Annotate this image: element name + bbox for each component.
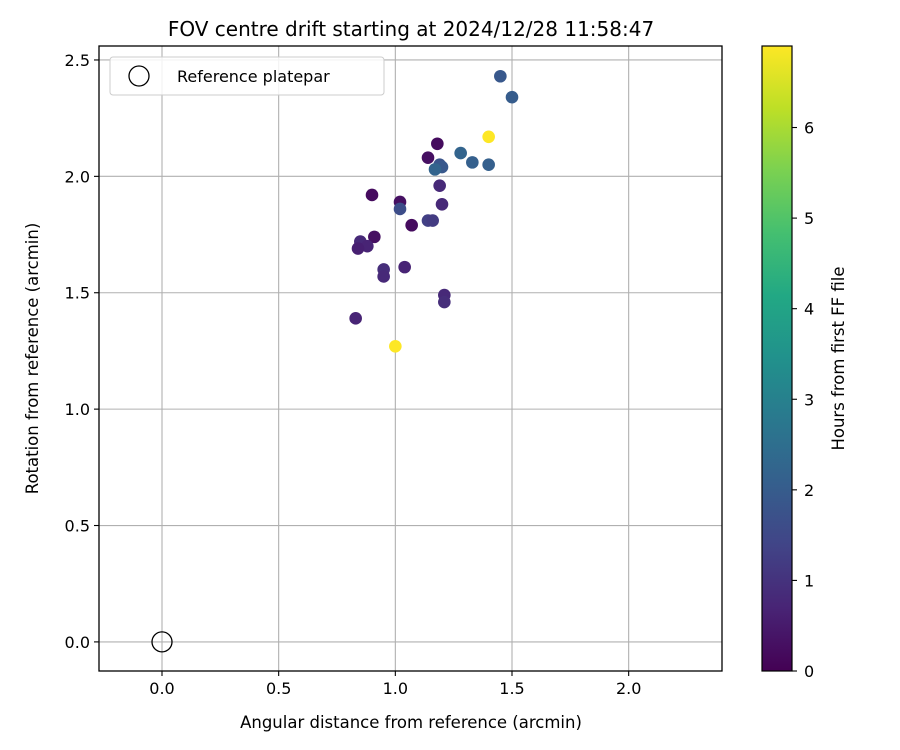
y-axis-ticks: 0.0 0.5 1.0 1.5 2.0 2.5 [65,51,99,652]
colorbar-tick-label: 5 [804,209,814,228]
scatter-point [438,295,451,309]
scatter-point [466,156,479,169]
legend-box [109,56,385,96]
scatter-point [433,179,446,192]
x-tick-label: 2.0 [616,679,641,698]
scatter-point [505,90,519,104]
scatter-point [482,158,495,172]
scatter-point [389,339,402,353]
y-tick-label: 0.5 [65,517,90,536]
scatter-point [393,202,407,216]
scatter-point [365,188,379,202]
scatter-point [377,270,390,283]
chart-title: FOV centre drift starting at 2024/12/28 … [168,17,654,41]
scatter-point [368,230,381,244]
x-axis-ticks: 0.0 0.5 1.0 1.5 2.0 [149,671,641,698]
plot-frame [98,45,723,672]
colorbar-tick-label: 0 [804,662,814,681]
y-tick-label: 1.0 [65,400,90,419]
x-axis-label: Angular distance from reference (arcmin) [240,713,582,732]
reference-marker [151,631,173,653]
scatter-point [435,197,449,211]
y-tick-label: 2.0 [65,167,90,186]
y-tick-label: 1.5 [65,284,90,303]
legend-marker [128,65,150,87]
data-points [349,69,519,353]
y-axis-label: Rotation from reference (arcmin) [23,223,42,495]
x-tick-label: 0.0 [149,679,174,698]
scatter-point [426,214,439,227]
colorbar-tick-label: 3 [804,390,814,409]
x-tick-label: 1.0 [383,679,408,698]
scatter-point [454,146,467,160]
colorbar-label: Hours from first FF file [829,266,848,450]
scatter-point [428,163,442,176]
legend: Reference platepar [109,56,385,96]
scatter-point [431,137,444,151]
colorbar-tick-label: 4 [804,300,814,319]
colorbar-gradient [761,45,793,672]
colorbar: 0 1 2 3 4 5 6 Hours from first FF file [761,45,848,681]
grid [99,46,722,671]
scatter-point [351,242,365,255]
x-tick-label: 1.5 [499,679,524,698]
scatter-point [494,69,507,83]
legend-label: Reference platepar [177,67,330,86]
reference-point [151,631,173,653]
colorbar-tick-label: 6 [804,119,814,138]
colorbar-tick-label: 1 [804,571,814,590]
scatter-point [349,312,362,325]
colorbar-ticks: 0 1 2 3 4 5 6 [792,119,814,681]
x-tick-label: 0.5 [266,679,291,698]
scatter-point [405,218,418,232]
scatter-point [398,260,411,274]
y-tick-label: 0.0 [65,633,90,652]
scatter-point [482,130,495,144]
scatter-point [421,151,435,165]
y-tick-label: 2.5 [65,51,90,70]
colorbar-tick-label: 2 [804,481,814,500]
